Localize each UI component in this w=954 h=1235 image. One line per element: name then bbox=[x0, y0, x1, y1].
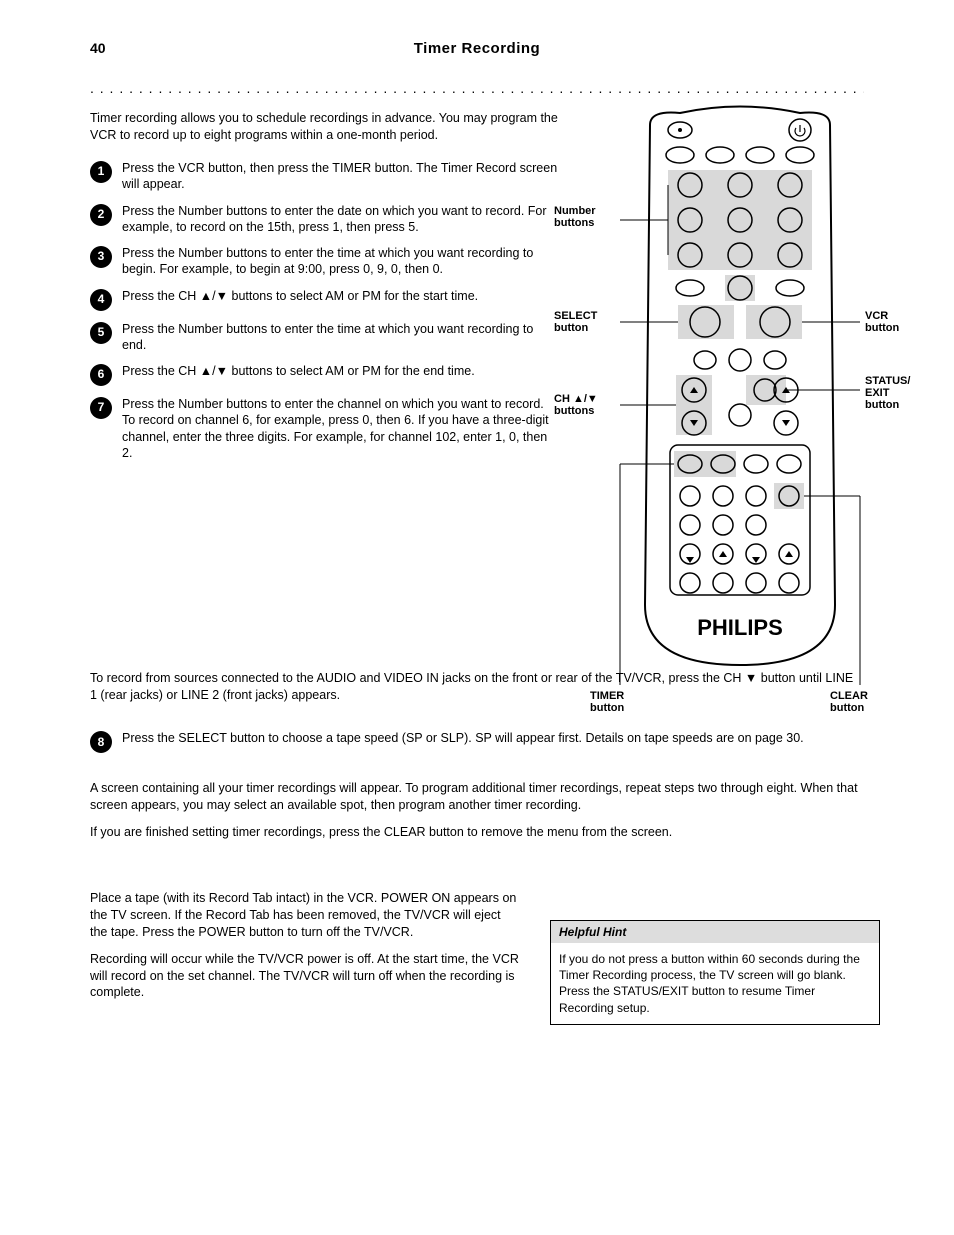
callout-vcr-button: VCRbutton bbox=[865, 310, 899, 334]
step-3: 3 Press the Number buttons to enter the … bbox=[90, 245, 560, 278]
after-paragraphs-2: Place a tape (with its Record Tab intact… bbox=[90, 890, 520, 1011]
page-title: Timer Recording bbox=[414, 40, 540, 57]
callout-ch-buttons: CH ▲/▼buttons bbox=[554, 393, 598, 417]
hint-title: Helpful Hint bbox=[551, 921, 879, 943]
step-4: 4 Press the CH ▲/▼ buttons to select AM … bbox=[90, 288, 560, 311]
step-text-4: Press the CH ▲/▼ buttons to select AM or… bbox=[122, 288, 560, 311]
step-text-3: Press the Number buttons to enter the ti… bbox=[122, 245, 560, 278]
after-p1: A screen containing all your timer recor… bbox=[90, 780, 860, 814]
step-number-7: 7 bbox=[90, 397, 112, 419]
hint-body: If you do not press a button within 60 s… bbox=[551, 943, 879, 1024]
step-number-6: 6 bbox=[90, 364, 112, 386]
divider-dots: . . . . . . . . . . . . . . . . . . . . … bbox=[90, 80, 864, 96]
hint-box: Helpful Hint If you do not press a butto… bbox=[550, 920, 880, 1025]
step-number-5: 5 bbox=[90, 322, 112, 344]
after-p4: Recording will occur while the TV/VCR po… bbox=[90, 951, 520, 1002]
page-number: 40 bbox=[90, 40, 106, 56]
step-text-1: Press the VCR button, then press the TIM… bbox=[122, 160, 560, 193]
step-2: 2 Press the Number buttons to enter the … bbox=[90, 203, 560, 236]
step-text-5: Press the Number buttons to enter the ti… bbox=[122, 321, 560, 354]
after-p2: If you are finished setting timer record… bbox=[90, 824, 860, 841]
step-number-1: 1 bbox=[90, 161, 112, 183]
step-number-8: 8 bbox=[90, 731, 112, 753]
brand-text: PHILIPS bbox=[697, 615, 783, 640]
intro-paragraph: Timer recording allows you to schedule r… bbox=[90, 110, 570, 144]
step-number-2: 2 bbox=[90, 204, 112, 226]
callout-timer-button: TIMERbutton bbox=[590, 690, 624, 714]
step-8: 8 Press the SELECT button to choose a ta… bbox=[90, 730, 860, 753]
step-text-7: Press the Number buttons to enter the ch… bbox=[122, 396, 560, 461]
step-6: 6 Press the CH ▲/▼ buttons to select AM … bbox=[90, 363, 560, 386]
remote-diagram: PHILIPS Numberbuttons SELECTbutton CH ▲/… bbox=[610, 105, 870, 685]
steps-list: 1 Press the VCR button, then press the T… bbox=[90, 160, 560, 471]
step-1: 1 Press the VCR button, then press the T… bbox=[90, 160, 560, 193]
step-number-3: 3 bbox=[90, 246, 112, 268]
step-text-8: Press the SELECT button to choose a tape… bbox=[122, 730, 860, 753]
callout-select-button: SELECTbutton bbox=[554, 310, 597, 334]
step-7: 7 Press the Number buttons to enter the … bbox=[90, 396, 560, 461]
step-text-6: Press the CH ▲/▼ buttons to select AM or… bbox=[122, 363, 560, 386]
step-5: 5 Press the Number buttons to enter the … bbox=[90, 321, 560, 354]
step-text-2: Press the Number buttons to enter the da… bbox=[122, 203, 560, 236]
after-p3: Place a tape (with its Record Tab intact… bbox=[90, 890, 520, 941]
after-paragraphs: A screen containing all your timer recor… bbox=[90, 780, 860, 851]
callout-number-buttons: Numberbuttons bbox=[554, 205, 596, 229]
callout-clear-button: CLEARbutton bbox=[830, 690, 868, 714]
callout-status-exit: STATUS/EXITbutton bbox=[865, 375, 910, 411]
step-number-4: 4 bbox=[90, 289, 112, 311]
